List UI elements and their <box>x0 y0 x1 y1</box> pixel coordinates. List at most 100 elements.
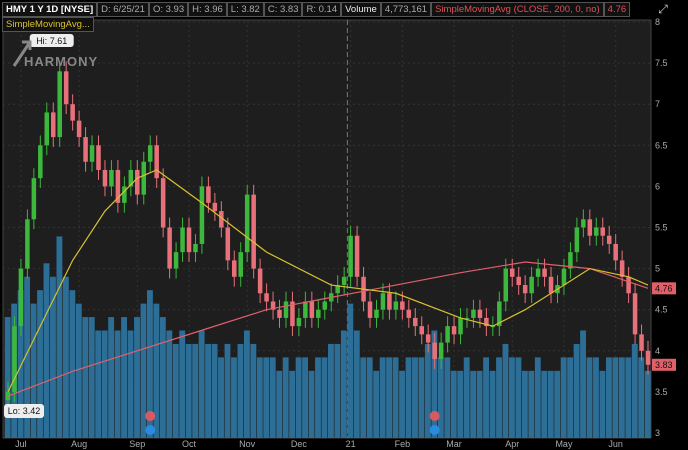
candle-body <box>451 326 457 335</box>
sma200-line <box>7 261 649 397</box>
x-tick-label: Sep <box>129 439 145 449</box>
volume-bar <box>50 276 56 438</box>
volume-bar <box>644 370 651 438</box>
candle-body <box>393 301 399 310</box>
symbol-label[interactable]: HMY 1 Y 1D [NYSE] <box>2 2 98 17</box>
y-tick-label: 7 <box>655 99 660 109</box>
volume-bar <box>4 317 11 438</box>
sma50-label[interactable]: SimpleMovingAvg... <box>2 17 94 32</box>
volume-bar <box>424 343 431 438</box>
volume-bar <box>101 330 108 438</box>
candle-body <box>606 235 612 244</box>
volume-bar <box>560 357 567 438</box>
volume-bar <box>75 303 82 438</box>
volume-bar <box>224 343 231 438</box>
candle-body <box>432 342 437 360</box>
candle-body <box>102 169 108 187</box>
candle-body <box>438 342 444 360</box>
candle-body <box>154 145 159 179</box>
volume-bar <box>476 370 483 438</box>
volume-bar <box>437 357 444 438</box>
candle-body <box>63 71 69 105</box>
volume-bar <box>166 330 173 438</box>
x-tick-label: 21 <box>346 439 356 449</box>
candle-body <box>38 145 43 179</box>
volume-bar <box>88 317 95 438</box>
candle-body <box>445 326 450 343</box>
sma200-label[interactable]: SimpleMovingAvg (CLOSE, 200, 0, no) <box>431 2 604 17</box>
volume-bar <box>289 370 296 438</box>
candle-body <box>264 293 269 302</box>
candle-body <box>568 252 573 269</box>
volume-bar <box>231 357 237 438</box>
candle-body <box>12 326 17 392</box>
volume-bar <box>263 357 270 438</box>
volume-bar <box>218 357 224 438</box>
dividend-icon <box>429 425 440 435</box>
candle-body <box>219 211 224 228</box>
expand-icon[interactable]: ⤢ <box>658 2 668 16</box>
volume-bar <box>625 357 632 438</box>
volume-bar <box>256 357 263 438</box>
candle-body <box>367 301 373 318</box>
candle-body <box>115 169 121 203</box>
high-value: H: 3.96 <box>188 2 227 17</box>
candle-body <box>574 227 580 253</box>
sma200-last-label: 4.76 <box>655 283 673 293</box>
volume-bar <box>82 317 89 438</box>
x-tick-label: Feb <box>395 439 411 449</box>
x-tick-label: Nov <box>239 439 256 449</box>
y-tick-label: 8 <box>655 17 660 27</box>
candle-body <box>374 309 379 318</box>
candle-body <box>561 268 567 286</box>
volume-bar <box>399 370 405 438</box>
candle-body <box>354 235 360 277</box>
logo: HARMONY <box>24 54 98 69</box>
volume-bar <box>612 357 619 438</box>
volume-bar <box>69 290 76 438</box>
y-tick-label: 4.5 <box>655 305 668 315</box>
candle-body <box>70 104 75 121</box>
candle-body <box>594 227 599 236</box>
earnings-icon <box>145 411 156 421</box>
x-tick-label: Mar <box>446 439 462 449</box>
candle-body <box>413 317 418 327</box>
candle-body <box>600 227 606 236</box>
volume-bar <box>618 357 625 438</box>
candle-body <box>76 120 82 138</box>
candle-body <box>128 169 134 187</box>
dividend-icon <box>145 425 156 435</box>
volume-bar <box>127 330 134 438</box>
volume-bar <box>334 343 341 438</box>
x-tick-label: Dec <box>291 439 308 449</box>
hi-label-bg <box>29 34 74 48</box>
sma200-last-label-bg <box>652 282 676 295</box>
candle-body <box>270 301 276 310</box>
logo-arrow-icon <box>12 40 32 67</box>
volume-bar <box>108 317 115 438</box>
volume-bar <box>192 343 199 438</box>
volume-bar <box>631 343 638 438</box>
candle-body <box>167 227 172 269</box>
candle-body <box>290 301 295 327</box>
candle-body <box>122 186 127 203</box>
volume-bar <box>308 370 315 438</box>
volume-bar <box>205 343 212 438</box>
close-last-label-bg <box>652 358 676 371</box>
candle-body <box>464 317 470 319</box>
volume-bar <box>328 343 334 438</box>
candle-body <box>96 145 101 170</box>
lo-label-bg <box>4 404 44 418</box>
volume-bar <box>444 357 451 438</box>
volume-bar <box>347 303 354 438</box>
volume-bar <box>140 303 147 438</box>
candle-body <box>238 252 243 277</box>
x-tick-label: May <box>555 439 573 449</box>
volume-bar <box>502 343 509 438</box>
x-tick-label: Oct <box>182 439 197 449</box>
volume-bar <box>321 357 328 438</box>
volume-bar <box>24 276 31 438</box>
volume-bar <box>470 370 477 438</box>
candle-body <box>406 309 412 318</box>
